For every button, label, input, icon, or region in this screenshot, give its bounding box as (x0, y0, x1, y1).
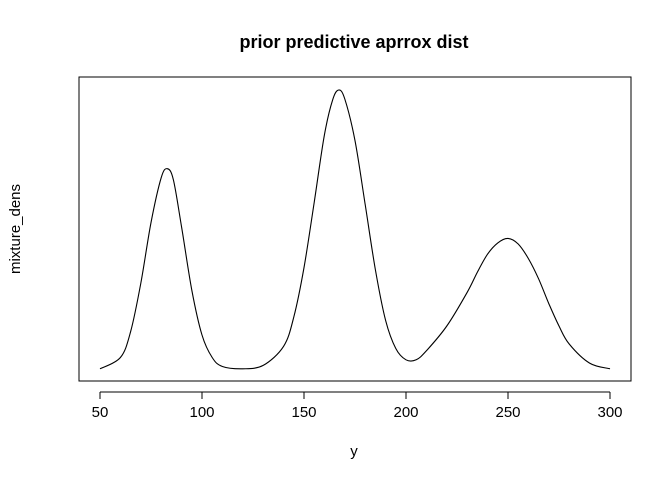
x-axis-label: y (350, 443, 358, 460)
plot-frame (78, 76, 632, 382)
y-axis-label: mixture_dens (7, 184, 24, 274)
chart-title: prior predictive aprrox dist (239, 32, 468, 52)
x-axis: 50 100 150 200 250 300 (92, 391, 623, 421)
x-tick-label: 50 (92, 404, 109, 421)
x-tick-label: 150 (291, 404, 316, 421)
density-curve (99, 89, 611, 370)
x-tick-label: 100 (189, 404, 214, 421)
x-tick-label: 300 (597, 404, 622, 421)
x-tick-label: 250 (495, 404, 520, 421)
x-tick-label: 200 (393, 404, 418, 421)
